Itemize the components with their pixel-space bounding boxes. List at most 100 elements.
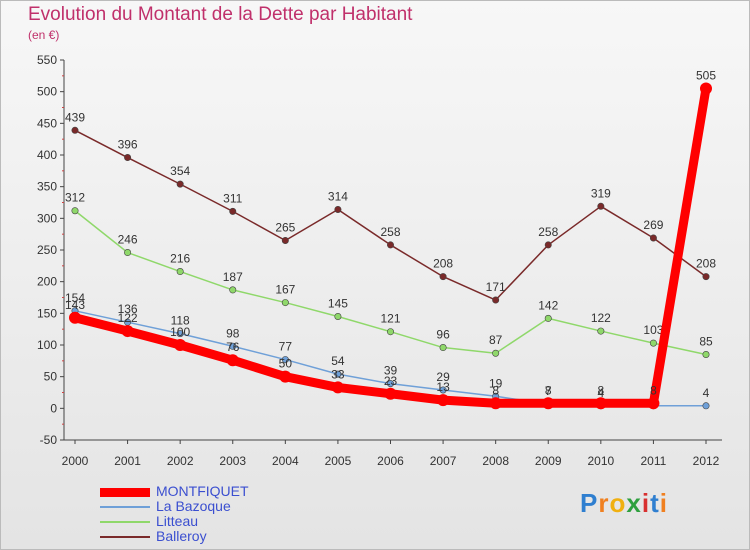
data-label-litteau: 167 — [275, 283, 295, 297]
data-point-montfiquet — [226, 354, 239, 367]
x-tick-label: 2011 — [641, 454, 667, 468]
data-label-balleroy: 171 — [486, 280, 506, 294]
data-label-litteau: 87 — [489, 333, 503, 347]
data-point-montfiquet — [700, 82, 712, 95]
data-point-balleroy — [176, 180, 184, 188]
data-label-montfiquet: 76 — [226, 340, 240, 354]
data-point-la-bazoque — [281, 356, 289, 364]
data-point-balleroy — [334, 205, 342, 213]
data-point-litteau — [71, 207, 79, 215]
data-label-litteau: 246 — [118, 233, 138, 247]
data-point-la-bazoque — [702, 402, 710, 410]
x-tick-label: 2008 — [482, 454, 509, 468]
logo-letter: P — [580, 488, 599, 518]
data-point-la-bazoque — [334, 370, 342, 378]
data-label-litteau: 312 — [65, 191, 85, 205]
legend-swatch — [100, 487, 150, 497]
data-point-montfiquet — [69, 311, 81, 324]
data-point-balleroy — [597, 202, 605, 210]
data-label-litteau: 103 — [643, 323, 663, 337]
logo-letter: o — [609, 488, 627, 518]
data-point-litteau — [597, 327, 605, 335]
data-point-litteau — [124, 249, 132, 257]
x-tick-label: 2000 — [62, 454, 89, 468]
data-label-la-bazoque: 4 — [597, 386, 604, 400]
data-label-montfiquet: 50 — [279, 357, 293, 371]
data-label-litteau: 187 — [223, 270, 243, 284]
x-tick-label: 2002 — [167, 454, 194, 468]
data-point-balleroy — [71, 126, 79, 134]
data-label-la-bazoque: 7 — [545, 384, 552, 398]
proxiti-logo: Proxiti — [580, 488, 668, 519]
x-tick-label: 2010 — [587, 454, 614, 468]
y-tick-label: 200 — [37, 275, 57, 289]
y-tick-label: 450 — [37, 116, 57, 130]
data-label-la-bazoque: 98 — [226, 326, 240, 340]
legend-label: Balleroy — [156, 528, 207, 544]
x-tick-label: 2004 — [272, 454, 299, 468]
data-label-la-bazoque: 54 — [331, 354, 345, 368]
data-point-balleroy — [702, 273, 710, 281]
data-label-la-bazoque: 77 — [279, 340, 293, 354]
data-label-balleroy: 265 — [275, 221, 295, 235]
y-tick-label: 350 — [37, 180, 57, 194]
y-tick-label: 500 — [37, 85, 57, 99]
x-tick-label: 2001 — [114, 454, 141, 468]
data-point-litteau — [334, 312, 342, 320]
data-label-balleroy: 258 — [380, 225, 400, 239]
data-label-montfiquet: 122 — [118, 311, 138, 325]
data-point-montfiquet — [437, 394, 450, 407]
data-label-montfiquet: 8 — [597, 383, 604, 397]
data-point-montfiquet — [489, 397, 502, 410]
y-tick-label: 150 — [37, 306, 57, 320]
data-point-balleroy — [229, 207, 237, 215]
legend-swatch — [100, 506, 150, 508]
data-point-la-bazoque — [229, 342, 237, 350]
data-point-la-bazoque — [439, 386, 447, 394]
data-label-litteau: 121 — [380, 312, 400, 326]
y-tick-label: 400 — [37, 148, 57, 162]
x-tick-label: 2006 — [377, 454, 404, 468]
data-label-la-bazoque: 39 — [384, 364, 398, 378]
data-point-litteau — [649, 339, 657, 347]
x-tick-label: 2005 — [325, 454, 352, 468]
data-point-litteau — [281, 299, 289, 307]
legend-label: Litteau — [156, 513, 199, 529]
data-point-montfiquet — [647, 397, 660, 410]
data-point-balleroy — [124, 154, 132, 162]
legend-label: MONTFIQUET — [156, 483, 249, 499]
data-point-montfiquet — [174, 339, 187, 351]
data-label-montfiquet: 505 — [696, 69, 716, 83]
data-label-balleroy: 396 — [118, 138, 138, 152]
data-label-montfiquet: 8 — [650, 383, 657, 397]
legend-swatch — [100, 536, 150, 538]
data-point-litteau — [176, 268, 184, 276]
data-label-la-bazoque: 29 — [436, 370, 450, 384]
chart-unit-label: (en €) — [28, 28, 60, 42]
data-point-la-bazoque — [386, 380, 394, 388]
data-label-balleroy: 314 — [328, 189, 348, 203]
data-point-balleroy — [649, 234, 657, 242]
x-tick-label: 2012 — [693, 454, 720, 468]
data-label-balleroy: 311 — [223, 191, 242, 205]
data-point-balleroy — [492, 296, 500, 304]
series-line-balleroy — [74, 129, 707, 301]
data-point-litteau — [702, 350, 710, 358]
data-point-montfiquet — [594, 397, 607, 410]
x-tick-label: 2007 — [430, 454, 457, 468]
data-label-balleroy: 208 — [696, 257, 716, 271]
data-label-balleroy: 439 — [65, 110, 85, 124]
data-point-litteau — [439, 344, 447, 352]
logo-letter: x — [626, 488, 642, 518]
data-label-la-bazoque: 118 — [171, 314, 190, 328]
data-point-montfiquet — [279, 370, 292, 383]
legend-swatch — [100, 521, 150, 523]
data-label-litteau: 142 — [538, 298, 558, 312]
data-point-litteau — [544, 314, 552, 322]
data-label-montfiquet: 100 — [170, 325, 190, 339]
data-label-la-bazoque: 136 — [118, 302, 138, 316]
data-point-litteau — [492, 349, 500, 357]
data-point-montfiquet — [331, 381, 344, 394]
